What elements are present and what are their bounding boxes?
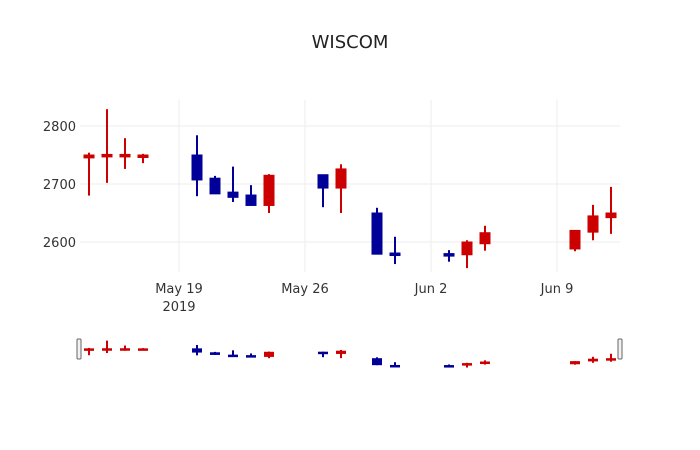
candle	[587, 204, 599, 241]
y-tick-label: 2600	[43, 236, 76, 251]
mini-candle	[102, 340, 112, 354]
y-axis: 2600 2700 2800	[43, 120, 76, 251]
mini-candle	[606, 353, 616, 362]
candle	[227, 166, 239, 202]
candle	[263, 174, 275, 213]
x-tick-label: Jun 9	[540, 282, 574, 297]
mini-candle	[444, 364, 454, 368]
candle	[605, 186, 617, 234]
mini-candle	[462, 362, 472, 368]
mini-candle	[372, 357, 382, 366]
mini-candle	[588, 356, 598, 363]
chart-title: WISCOM	[311, 32, 389, 53]
range-slider[interactable]	[76, 338, 623, 368]
candle	[245, 185, 257, 206]
range-slider-right-handle[interactable]	[617, 338, 623, 360]
candle	[389, 236, 401, 265]
candle	[83, 152, 95, 196]
candle	[443, 250, 455, 262]
candle	[317, 174, 329, 208]
x-tick-year: 2019	[162, 300, 195, 315]
candle	[335, 164, 347, 213]
mini-candle	[246, 353, 256, 358]
mini-candle	[210, 351, 220, 355]
mini-candle	[264, 351, 274, 359]
mini-candle	[192, 345, 202, 356]
candle	[461, 240, 473, 269]
mini-candle	[570, 361, 580, 365]
candle	[569, 229, 581, 252]
candles	[83, 109, 617, 269]
candle	[191, 135, 203, 197]
candle	[209, 175, 221, 195]
grid-lines	[80, 100, 620, 272]
candle	[479, 225, 491, 251]
x-tick-label: May 26	[281, 282, 329, 297]
candle	[101, 109, 113, 183]
y-tick-label: 2700	[43, 178, 76, 193]
candle	[371, 207, 383, 255]
mini-candle	[390, 362, 400, 368]
x-axis: May 19 2019 May 26 Jun 2 Jun 9	[155, 282, 573, 315]
range-slider-left-handle[interactable]	[76, 338, 82, 360]
mini-candle	[318, 351, 328, 358]
mini-candle	[336, 349, 346, 359]
x-tick-label: May 19	[155, 282, 203, 297]
y-tick-label: 2800	[43, 120, 76, 135]
mini-candle	[480, 360, 490, 365]
mini-candle	[84, 347, 94, 356]
mini-candle	[120, 345, 130, 351]
candle	[119, 138, 131, 169]
candle	[137, 153, 149, 164]
x-tick-label: Jun 2	[414, 282, 448, 297]
mini-candle	[138, 348, 148, 351]
mini-candle	[228, 350, 238, 358]
